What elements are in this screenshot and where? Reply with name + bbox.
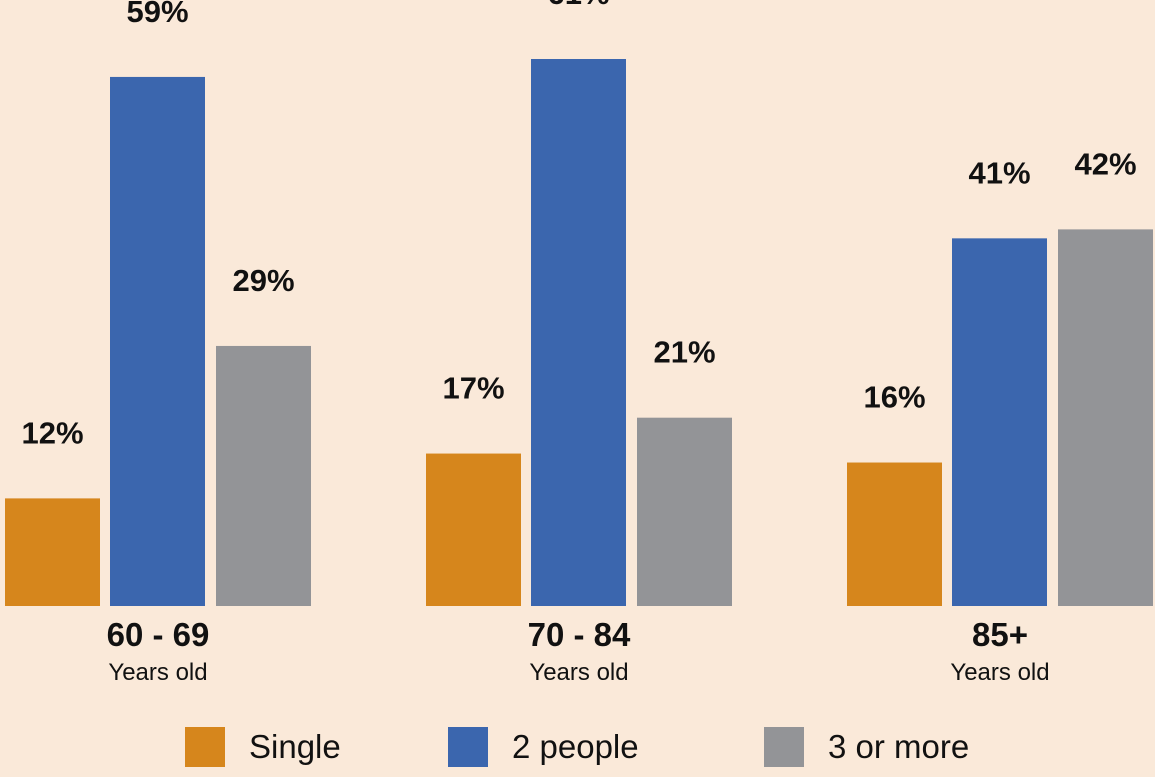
legend-label-2-people: 2 people <box>512 728 639 765</box>
bar-single-85 <box>847 462 942 606</box>
category-label-85: 85+ <box>972 616 1028 653</box>
data-label-single-60-69: 12% <box>21 415 83 450</box>
data-label-3-or-more-60-69: 29% <box>232 263 294 298</box>
bar-2-people-60-69 <box>110 76 205 606</box>
bar-2-people-70-84 <box>531 59 626 606</box>
data-label-single-85: 16% <box>863 380 925 415</box>
bar-single-60-69 <box>5 498 100 606</box>
legend-label-single: Single <box>249 728 341 765</box>
legend: Single 2 people 3 or more <box>0 722 1155 772</box>
legend-item-3-or-more: 3 or more <box>764 722 969 772</box>
bar-single-70-84 <box>426 453 521 606</box>
legend-swatch-2-people <box>448 727 488 767</box>
data-label-single-70-84: 17% <box>442 371 504 406</box>
data-label-2-people-70-84: 61% <box>547 0 609 11</box>
data-label-2-people-60-69: 59% <box>126 0 188 29</box>
legend-swatch-single <box>185 727 225 767</box>
legend-swatch-3-or-more <box>764 727 804 767</box>
data-label-2-people-85: 41% <box>968 155 1030 190</box>
legend-item-2-people: 2 people <box>448 722 639 772</box>
bar-3-or-more-85 <box>1058 229 1153 606</box>
legend-item-single: Single <box>185 722 341 772</box>
category-sublabel-85: Years old <box>950 659 1049 686</box>
bar-3-or-more-60-69 <box>216 345 311 606</box>
category-label-60-69: 60 - 69 <box>107 616 210 653</box>
bar-chart-svg: 12% 59% 29% 60 - 69 Years old 17% 61% 21% 70 - 8… <box>5 0 1153 686</box>
category-sublabel-70-84: Years old <box>529 659 628 686</box>
category-label-70-84: 70 - 84 <box>528 616 631 653</box>
data-label-3-or-more-70-84: 21% <box>653 335 715 370</box>
bar-2-people-85 <box>952 238 1047 606</box>
legend-label-3-or-more: 3 or more <box>828 728 970 765</box>
bar-3-or-more-70-84 <box>637 417 732 606</box>
data-label-3-or-more-85: 42% <box>1074 146 1136 181</box>
category-sublabel-60-69: Years old <box>108 659 207 686</box>
